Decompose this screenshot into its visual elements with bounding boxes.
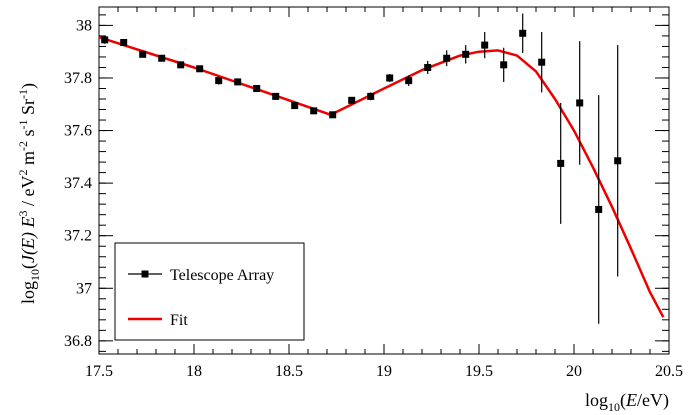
x-tick-label: 20: [566, 363, 582, 380]
data-point: [215, 77, 223, 85]
x-tick-label: 19.5: [465, 363, 493, 380]
data-point: [310, 107, 318, 115]
data-point: [481, 41, 489, 49]
data-point: [462, 50, 470, 58]
data-point: [443, 54, 451, 62]
data-point: [348, 96, 356, 104]
x-tick-label: 17.5: [85, 363, 113, 380]
fit-line: [98, 36, 665, 318]
y-tick-label: 37.2: [64, 228, 92, 245]
y-axis-title: log10(J(E) E3 / eV2 m-2 s-1 Sr-1): [16, 83, 42, 304]
y-tick-label: 37: [76, 280, 92, 297]
x-tick-label: 18: [186, 363, 202, 380]
data-point: [614, 157, 622, 165]
y-tick-label: 37.8: [64, 70, 92, 87]
y-tick-label: 36.8: [64, 333, 92, 350]
y-axis-ticks: 36.8 37 37.2 37.4 37.6 37.8 38: [64, 14, 669, 352]
data-point: [120, 38, 128, 46]
legend-box: [114, 242, 305, 341]
y-tick-label: 38: [76, 17, 92, 34]
data-point: [101, 36, 109, 44]
x-tick-label: 19: [376, 363, 392, 380]
telescope-array-series: [101, 13, 622, 324]
data-point: [177, 61, 185, 69]
data-point: [519, 29, 527, 37]
data-point: [234, 78, 242, 86]
x-tick-label: 20.5: [655, 363, 683, 380]
data-point: [595, 205, 603, 213]
data-point: [500, 61, 508, 69]
data-point: [557, 159, 565, 167]
data-point: [576, 99, 584, 107]
data-point: [424, 63, 432, 71]
y-tick-label: 37.4: [64, 175, 92, 192]
data-point: [367, 92, 375, 100]
x-axis-ticks: 17.5 18 18.5 19 19.5 20 20.5: [85, 7, 683, 380]
data-point: [329, 111, 337, 119]
data-point: [272, 92, 280, 100]
fit-series: [98, 36, 665, 318]
data-point: [158, 54, 166, 62]
data-point: [538, 58, 546, 66]
data-point: [291, 102, 299, 110]
data-point: [405, 77, 413, 85]
data-point: [196, 65, 204, 73]
data-point: [386, 74, 394, 82]
data-point: [253, 84, 261, 92]
legend-marker-square: [141, 270, 149, 278]
legend-label-telescope-array: Telescope Array: [170, 267, 274, 284]
x-tick-label: 18.5: [275, 363, 303, 380]
legend: Telescope Array Fit: [114, 242, 305, 341]
y-tick-label: 37.6: [64, 123, 92, 140]
legend-label-fit: Fit: [170, 312, 188, 329]
data-point: [139, 50, 147, 58]
x-axis-title: log10(E/eV): [585, 390, 669, 414]
